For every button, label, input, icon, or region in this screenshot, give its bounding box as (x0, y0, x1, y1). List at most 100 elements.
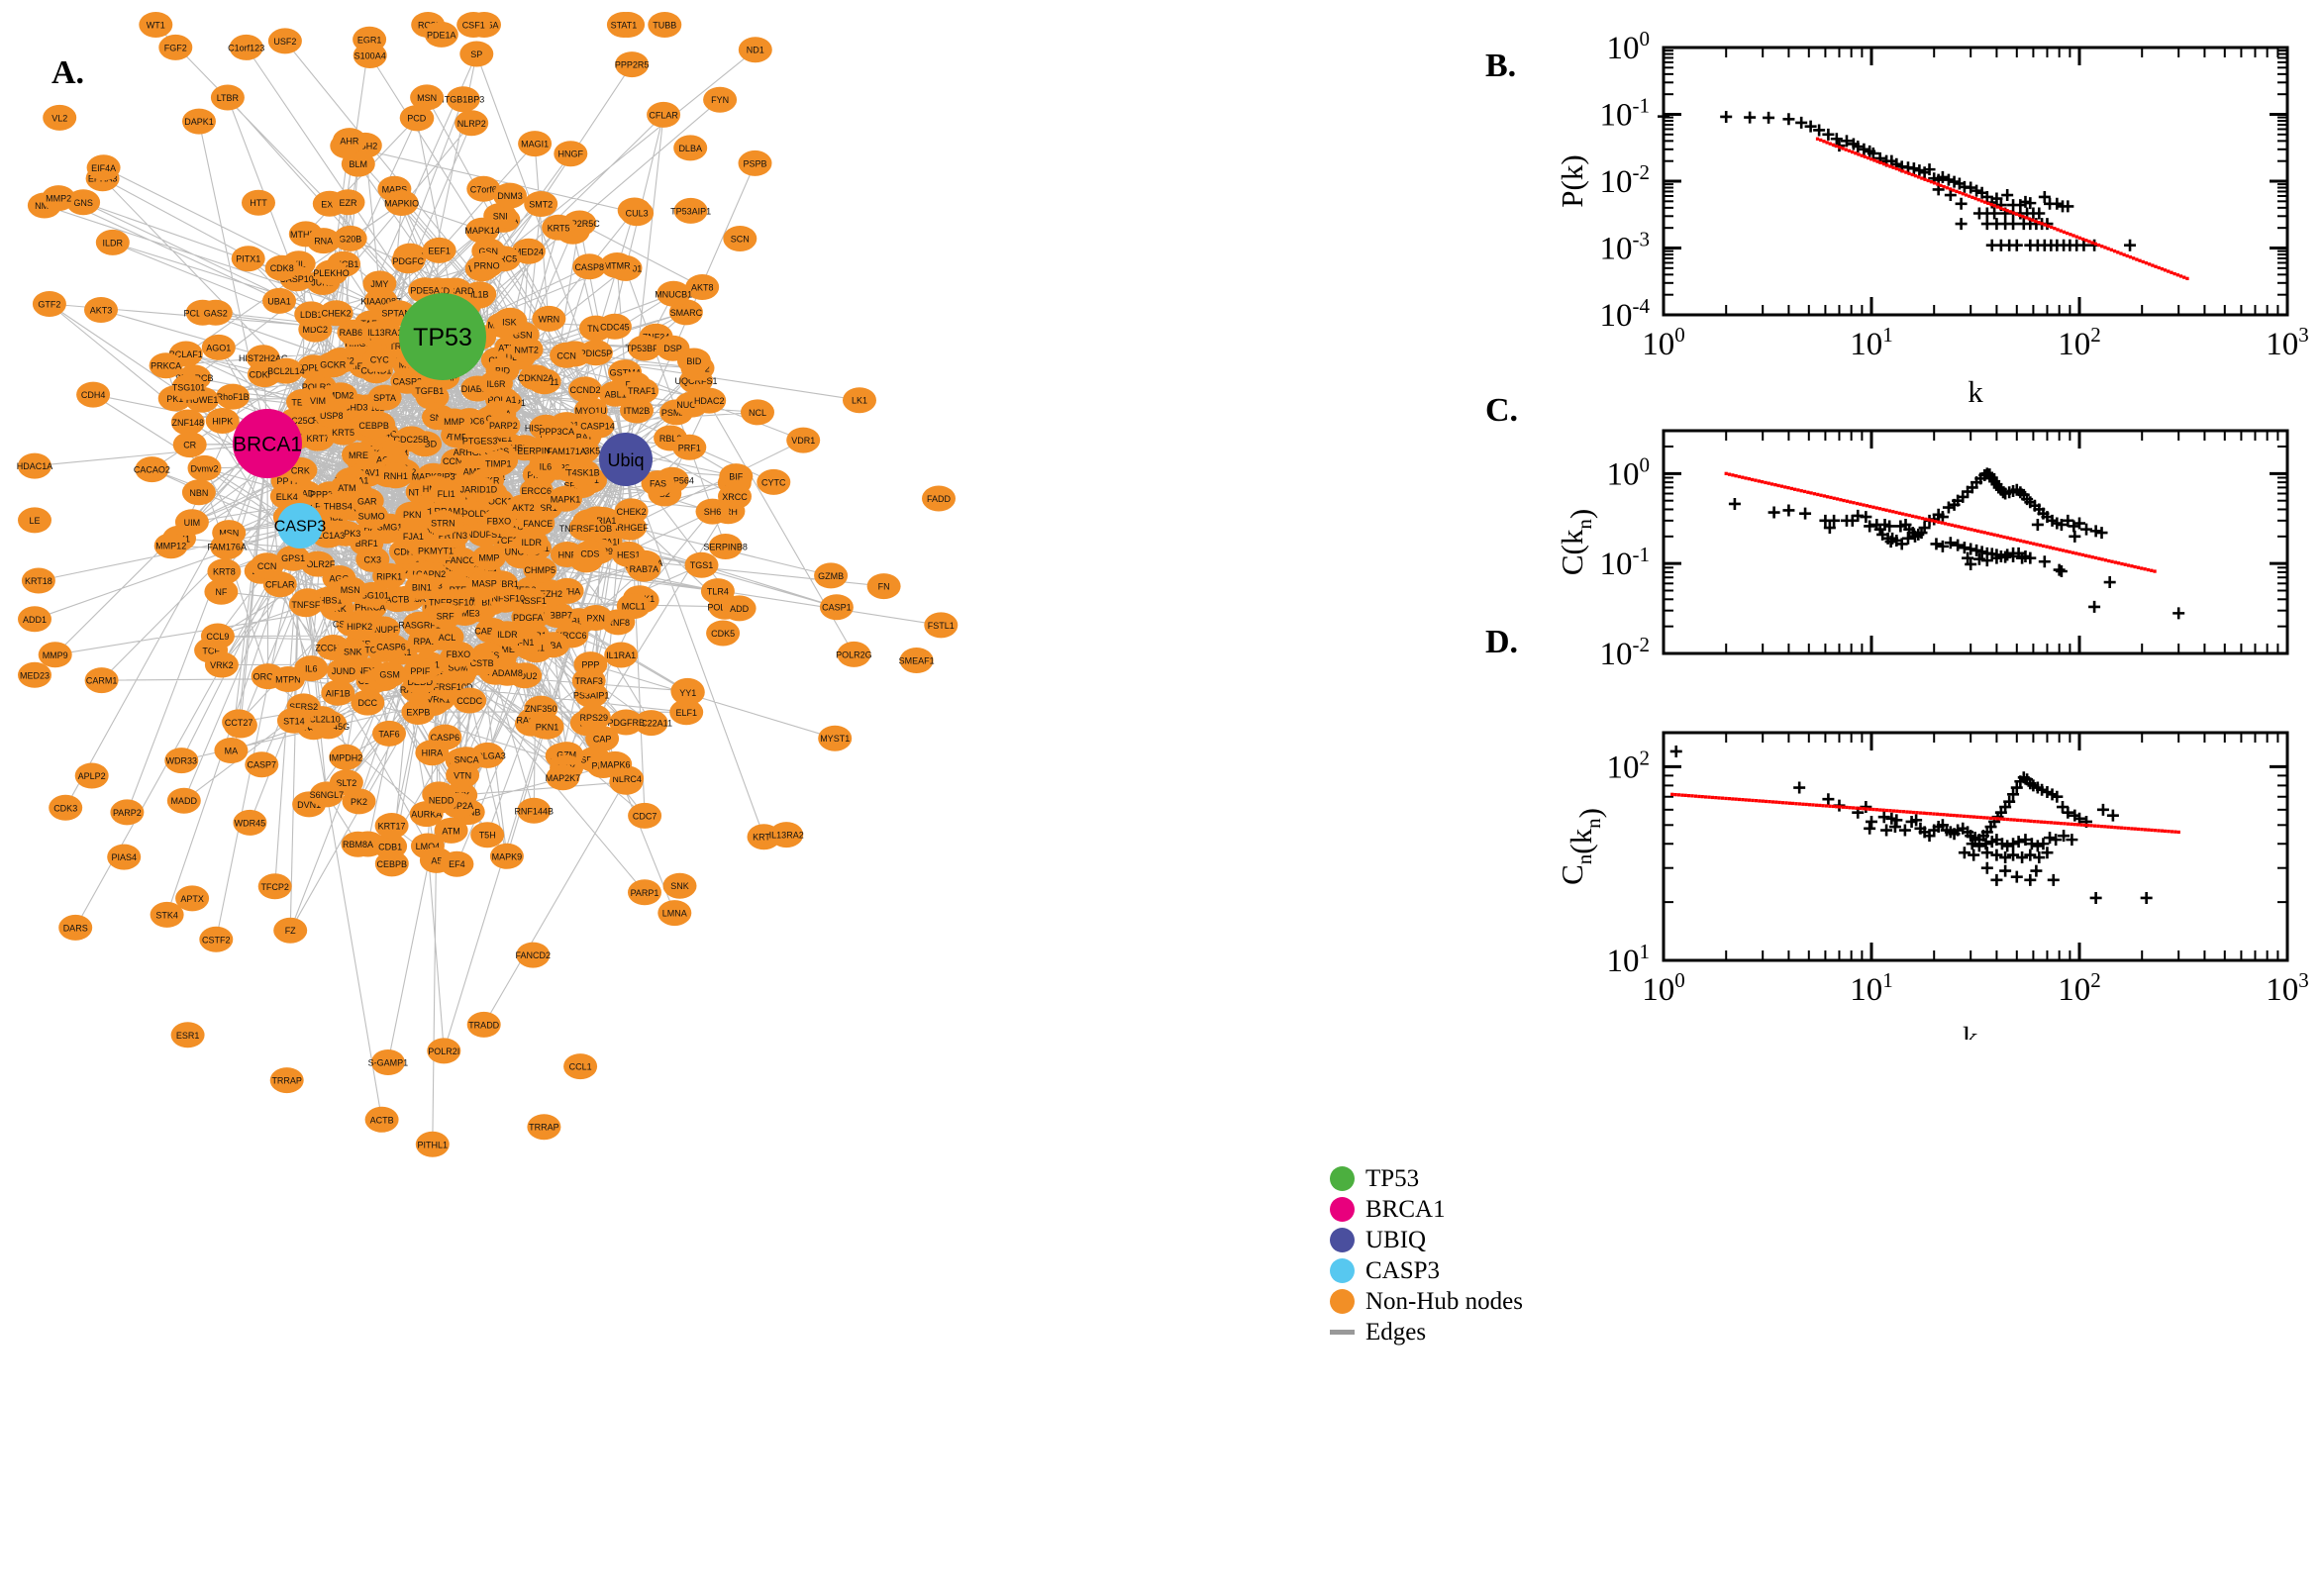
network-node[interactable]: CASP8 (572, 253, 607, 280)
network-node[interactable]: PARP1 (628, 879, 661, 906)
network-node[interactable]: FBXO (441, 641, 475, 667)
network-node[interactable]: SERPINB8 (703, 534, 748, 559)
network-node[interactable]: FZ (273, 917, 308, 944)
network-node[interactable]: ILDR (514, 529, 549, 555)
network-node[interactable]: APTX (175, 885, 210, 912)
network-node[interactable]: MAPKIO (384, 190, 419, 216)
network-node[interactable]: SP (459, 41, 494, 67)
network-node[interactable]: CDKN2A (518, 364, 555, 391)
network-node[interactable]: TNFRSF1OB (559, 515, 613, 542)
network-node[interactable]: PPP2R5 (615, 51, 650, 78)
network-node[interactable]: EXPB (401, 699, 436, 725)
network-node[interactable]: MED23 (18, 661, 51, 688)
network-node[interactable]: PLEKHO (313, 259, 350, 286)
network-node[interactable]: LTBR (210, 84, 245, 111)
network-node[interactable]: LDB1 (294, 301, 329, 328)
network-node[interactable]: MMP (437, 408, 471, 435)
network-node[interactable]: CDS (572, 540, 607, 566)
network-node[interactable]: CCDC (453, 687, 487, 714)
network-node[interactable]: LK1 (843, 387, 876, 414)
network-node[interactable]: PRKCA (149, 352, 183, 379)
network-node[interactable]: VRK2 (204, 651, 239, 678)
network-node[interactable]: IL13RA1 (367, 319, 402, 346)
network-node[interactable]: FANCD2 (516, 942, 552, 968)
network-node[interactable]: ITM2B (620, 397, 654, 424)
network-node[interactable]: ILDR (490, 621, 525, 648)
network-node[interactable]: G20B (333, 225, 367, 251)
network-node[interactable]: LMNA (657, 900, 692, 927)
network-node[interactable]: ATM (434, 817, 468, 844)
network-node[interactable]: CEBPB (356, 412, 391, 439)
network-node[interactable]: FJA1 (396, 523, 431, 549)
network-node[interactable]: VL2 (43, 104, 77, 131)
network-node[interactable]: HDAC2 (692, 387, 727, 414)
network-node[interactable]: CUL3 (620, 200, 655, 227)
network-node[interactable]: CCND2 (568, 376, 602, 403)
network-node[interactable]: PDGFC (391, 248, 426, 274)
network-node[interactable]: PXN (578, 605, 613, 631)
network-node[interactable]: CDK5 (706, 620, 741, 647)
network-node[interactable]: LE (18, 507, 51, 534)
network-node[interactable]: CDC45 (597, 313, 632, 340)
network-node[interactable]: CDC7 (628, 802, 662, 829)
network-node[interactable]: S100A4 (353, 43, 387, 68)
network-node[interactable]: CCL9 (200, 623, 235, 649)
network-node[interactable]: RNA (306, 228, 341, 254)
network-node[interactable]: ESR1 (170, 1022, 205, 1048)
network-node[interactable]: MAPK6 (598, 750, 633, 777)
network-node[interactable]: MCL1 (616, 593, 651, 620)
network-node[interactable]: TUBB (648, 12, 682, 38)
network-node[interactable]: USF2 (267, 28, 302, 54)
network-node[interactable]: ISK (492, 309, 527, 336)
network-node[interactable]: CHEK2 (319, 300, 354, 327)
network-node[interactable]: TRAF3 (571, 667, 606, 694)
network-node[interactable]: JARID1D (460, 475, 498, 502)
network-node[interactable]: BIF (719, 463, 754, 490)
network-node[interactable]: PITX1 (231, 246, 265, 272)
network-node[interactable]: KRT8 (207, 558, 242, 585)
network-node[interactable]: RNH1 (378, 462, 413, 489)
network-node[interactable]: CDK3 (49, 794, 83, 821)
network-node[interactable]: SLC22A11 (630, 710, 672, 737)
network-node[interactable]: SPTA (367, 384, 402, 411)
network-node[interactable]: MTMR (600, 252, 635, 278)
network-node[interactable]: IL13RA2 (769, 822, 804, 848)
network-node[interactable]: VTN (446, 761, 480, 788)
network-node[interactable]: TGFB1 (412, 377, 447, 404)
network-node[interactable]: PDE1A (424, 21, 458, 48)
network-node[interactable]: PTGES3 (462, 428, 498, 454)
hub-node-casp3[interactable]: CASP3 (274, 503, 327, 549)
network-node[interactable]: DLBA (673, 135, 708, 161)
network-node[interactable]: MNUCB1 (655, 280, 692, 307)
network-node[interactable]: MMP12 (153, 533, 188, 559)
network-node[interactable]: MSN (410, 84, 445, 111)
network-node[interactable]: IL6 (528, 453, 562, 480)
network-node[interactable]: UBA1 (262, 287, 296, 314)
network-node[interactable]: WT1 (139, 12, 173, 38)
network-node[interactable]: AKT8 (685, 274, 720, 300)
network-node[interactable]: PRNO (469, 251, 504, 278)
network-node[interactable]: CYTC (757, 468, 791, 495)
network-node[interactable]: KRT5 (542, 214, 576, 241)
network-node[interactable]: MMP9 (38, 642, 72, 668)
network-node[interactable]: FBXO (481, 508, 516, 535)
network-node[interactable]: MAP2K7 (546, 764, 581, 791)
network-node[interactable]: HNGF (554, 141, 588, 167)
network-node[interactable]: NLRP2 (454, 110, 489, 137)
network-node[interactable]: RBM8A (341, 831, 375, 857)
network-node[interactable]: PPIF (403, 657, 438, 684)
network-node[interactable]: MAGI1 (518, 131, 553, 157)
network-node[interactable]: ADD1 (18, 606, 51, 633)
network-node[interactable]: FSTL1 (924, 612, 959, 639)
network-node[interactable]: ND1 (738, 37, 772, 63)
network-node[interactable]: CASP7 (245, 751, 279, 778)
network-node[interactable]: DAPK1 (182, 108, 216, 135)
network-node[interactable]: CARM1 (84, 667, 119, 694)
network-node[interactable]: ADAM8 (490, 659, 525, 686)
network-node[interactable]: WRN (532, 305, 566, 332)
network-node[interactable]: PCD (399, 105, 434, 132)
network-node[interactable]: GTF2 (32, 291, 66, 317)
network-node[interactable]: VIM (301, 387, 335, 414)
network-node[interactable]: IL6R (479, 370, 513, 397)
network-node[interactable]: C1orf123 (228, 34, 264, 60)
